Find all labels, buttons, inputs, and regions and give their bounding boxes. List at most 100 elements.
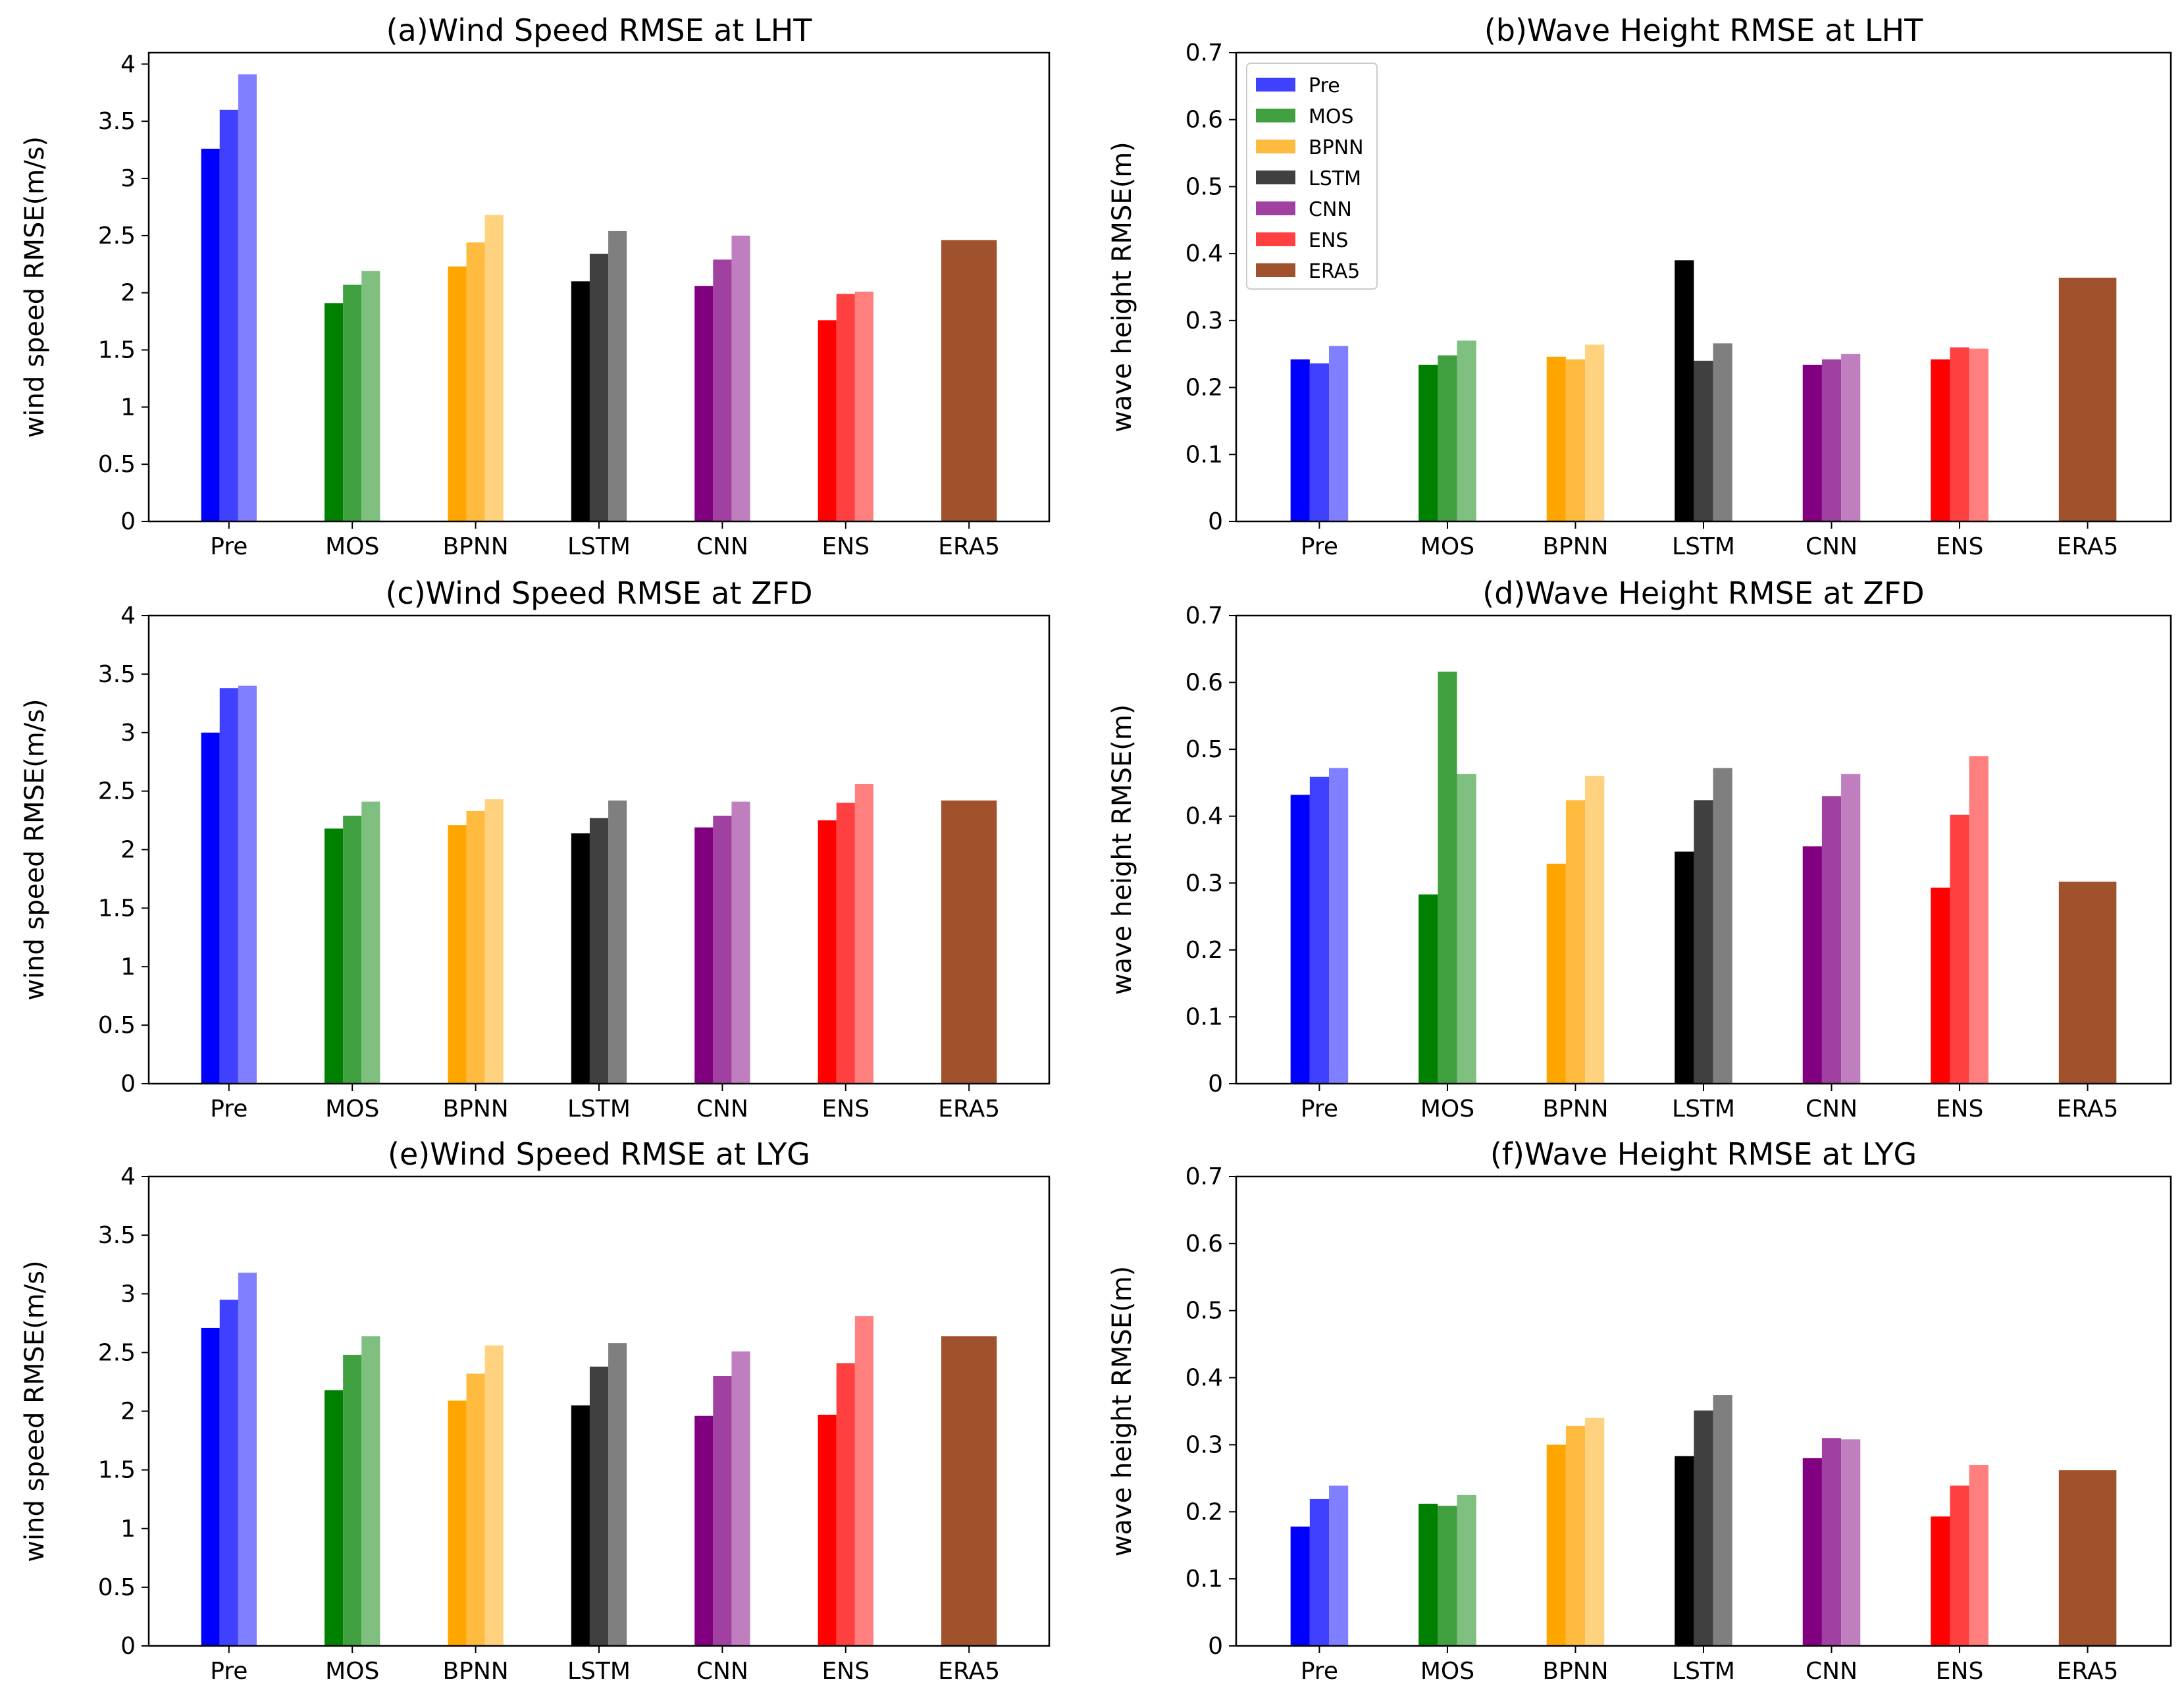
bar-mos-3 (361, 1336, 380, 1646)
y-tick-label: 0.2 (1185, 375, 1223, 402)
plot-frame (147, 51, 1051, 523)
legend-swatch (1256, 263, 1295, 277)
y-tick-label: 0.4 (1185, 803, 1223, 830)
bar-pre-3 (1329, 346, 1349, 521)
bar-ens-1 (818, 1414, 837, 1646)
y-axis-label: wind speed RMSE(m/s) (20, 699, 50, 1000)
bar-ens-2 (1950, 814, 1969, 1084)
bar-bpnn-1 (1546, 863, 1566, 1084)
y-tick-label: 4 (120, 1163, 136, 1190)
legend-swatch (1256, 171, 1295, 184)
bar-mos-2 (1438, 355, 1457, 521)
y-tick-label: 0.3 (1185, 870, 1223, 897)
bar-ens-3 (1969, 1464, 1989, 1646)
bar-bpnn-1 (448, 1400, 467, 1646)
bar-pre-2 (1309, 363, 1330, 521)
chart-panel-b: Pre MOS BPNN LSTM CNN ENS ERA5 0 0.1 0.2 0.3 0.4 0.5… (1107, 13, 2172, 560)
bar-bpnn-2 (466, 242, 485, 521)
legend-swatch (1256, 109, 1295, 122)
bar-lstm-3 (1713, 768, 1732, 1084)
x-tick-label: ENS (822, 533, 870, 560)
chart-panel-d: Pre MOS BPNN LSTM CNN ENS ERA5 0 0.1 0.2 0.3 0.4 0.5… (1107, 575, 2172, 1123)
chart-title: (c)Wind Speed RMSE at ZFD (385, 575, 812, 611)
bar-ens-3 (854, 783, 873, 1084)
bar-era5 (2058, 277, 2117, 521)
y-axis-label: wave height RMSE(m) (1107, 142, 1137, 433)
y-tick-label: 1.5 (98, 337, 136, 364)
x-tick-label: LSTM (567, 1096, 631, 1123)
bar-bpnn-3 (484, 799, 504, 1084)
x-tick-label: Pre (210, 533, 247, 560)
bar-bpnn-3 (1585, 776, 1605, 1084)
bar-lstm-3 (1713, 343, 1732, 521)
bar-pre-3 (238, 1273, 257, 1646)
chart-title: (f)Wave Height RMSE at LYG (1490, 1136, 1917, 1172)
bar-mos-1 (325, 303, 344, 521)
x-tick-label: BPNN (442, 1658, 508, 1685)
x-tick-label: ERA5 (2057, 533, 2119, 560)
bar-pre-1 (201, 732, 220, 1084)
bar-lstm-2 (1694, 800, 1713, 1084)
bar-era5 (2058, 1470, 2117, 1646)
y-tick-label: 0 (1208, 508, 1223, 535)
y-tick-label: 3 (120, 165, 136, 192)
legend-swatch (1256, 232, 1295, 246)
y-tick-label: 0.1 (1185, 1566, 1223, 1593)
y-tick-label: 4 (120, 51, 136, 78)
bar-pre-2 (219, 109, 238, 521)
bar-lstm-3 (1713, 1395, 1732, 1646)
x-tick-label: CNN (696, 1096, 748, 1123)
plot-frame (147, 1175, 1051, 1647)
chart-panel-f: Pre MOS BPNN LSTM CNN ENS ERA5 0 0.1 0.2 0.3 0.4 0.5… (1107, 1136, 2172, 1685)
bar-mos-1 (325, 828, 344, 1084)
bar-mos-3 (1457, 1494, 1476, 1646)
bar-bpnn-2 (1565, 359, 1586, 521)
x-tick-label: CNN (1806, 1096, 1858, 1123)
bar-cnn-2 (1821, 1438, 1842, 1646)
x-tick-label: ERA5 (938, 533, 1000, 560)
legend-swatch (1256, 78, 1295, 92)
y-tick-label: 0.7 (1185, 40, 1223, 66)
y-tick-label: 0.2 (1185, 1498, 1223, 1525)
x-tick-label: ERA5 (2057, 1658, 2119, 1685)
x-tick-label: BPNN (442, 533, 508, 560)
bar-ens-2 (1950, 1485, 1969, 1646)
y-axis-label: wave height RMSE(m) (1107, 704, 1137, 995)
y-tick-label: 3.5 (98, 108, 136, 135)
bar-pre-3 (238, 74, 257, 522)
bar-mos-1 (1418, 894, 1438, 1084)
bar-cnn-2 (1821, 359, 1842, 521)
legend-label: LSTM (1309, 167, 1361, 190)
bar-ens-3 (1969, 348, 1989, 521)
y-tick-label: 1 (120, 953, 136, 980)
bar-cnn-1 (1802, 846, 1822, 1084)
x-tick-label: MOS (325, 1096, 379, 1123)
bar-mos-1 (1418, 364, 1438, 521)
x-tick-label: ERA5 (938, 1658, 1000, 1685)
y-tick-label: 2.5 (98, 223, 136, 250)
bar-cnn-2 (713, 815, 732, 1084)
bar-lstm-3 (608, 1343, 627, 1646)
bar-lstm-1 (1675, 260, 1694, 521)
y-tick-label: 4 (120, 602, 136, 629)
bar-era5 (941, 800, 997, 1084)
y-axis-label: wind speed RMSE(m/s) (20, 136, 50, 438)
bar-ens-1 (818, 320, 837, 521)
bar-cnn-3 (1841, 774, 1861, 1084)
x-tick-label: LSTM (1672, 1658, 1735, 1685)
x-tick-label: LSTM (567, 1658, 631, 1685)
bar-ens-2 (836, 1363, 855, 1646)
legend-label: CNN (1309, 198, 1352, 221)
bar-bpnn-2 (466, 810, 485, 1084)
bar-pre-1 (201, 148, 220, 521)
bar-lstm-1 (571, 1405, 590, 1646)
y-tick-label: 0.5 (98, 1012, 136, 1039)
bar-cnn-3 (731, 235, 750, 521)
y-tick-label: 0 (1208, 1633, 1223, 1660)
legend-swatch (1256, 140, 1295, 153)
bar-lstm-2 (1694, 1410, 1713, 1646)
y-tick-label: 2.5 (98, 778, 136, 805)
plot-frame (147, 614, 1051, 1085)
bar-bpnn-2 (466, 1373, 485, 1646)
bar-pre-2 (1309, 1498, 1330, 1646)
